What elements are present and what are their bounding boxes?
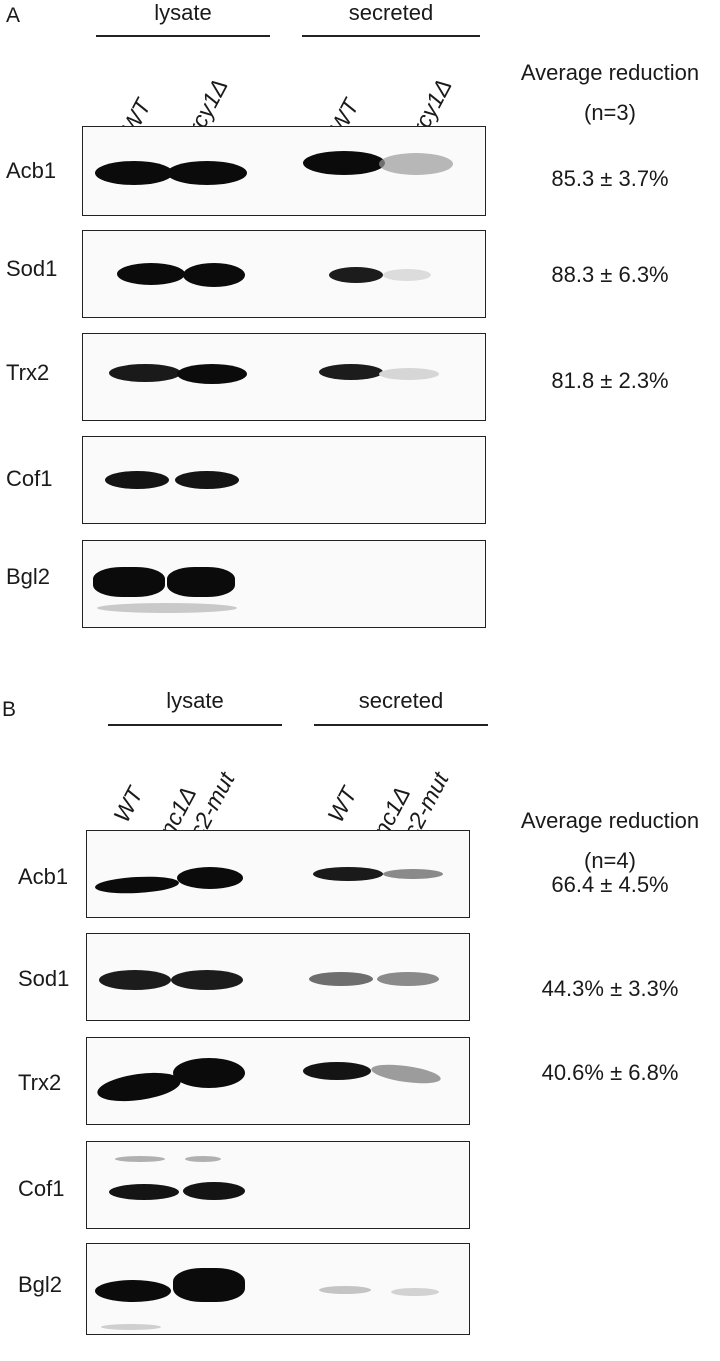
panel-b-lane-3-label: WT bbox=[322, 782, 362, 827]
panel-a-row-acb1-label: Acb1 bbox=[6, 158, 57, 183]
panel-a-blot-sod1 bbox=[82, 230, 486, 318]
panel-a-reduction-header: Average reduction bbox=[520, 60, 700, 85]
panel-b-blot-trx2 bbox=[86, 1037, 470, 1125]
panel-a-blot-bgl2 bbox=[82, 540, 486, 628]
panel-b-row-sod1-label: Sod1 bbox=[18, 966, 70, 991]
panel-b-row-trx2-label: Trx2 bbox=[18, 1070, 62, 1095]
panel-a-reduction-trx2: 81.8 ± 2.3% bbox=[551, 368, 669, 393]
panel-b-reduction-header: Average reduction bbox=[520, 808, 700, 833]
panel-b-row-bgl2-label: Bgl2 bbox=[18, 1272, 63, 1297]
panel-a-row-cof1-label: Cof1 bbox=[6, 466, 53, 491]
panel-a-row-sod1-label: Sod1 bbox=[6, 256, 58, 281]
panel-b-group-secreted: secreted bbox=[358, 688, 444, 713]
panel-a-blot-cof1 bbox=[82, 436, 486, 524]
panel-b-blot-acb1 bbox=[86, 830, 470, 918]
panel-b-group-lysate-line bbox=[108, 724, 282, 726]
panel-b-blot-cof1 bbox=[86, 1141, 470, 1229]
panel-b-row-cof1-label: Cof1 bbox=[18, 1176, 65, 1201]
panel-a-reduction-sod1: 88.3 ± 6.3% bbox=[551, 262, 669, 287]
panel-a-row-trx2-label: Trx2 bbox=[6, 360, 50, 385]
panel-b-reduction-n: (n=4) bbox=[584, 848, 636, 873]
panel-a-row-bgl2-label: Bgl2 bbox=[6, 564, 51, 589]
panel-b-reduction-acb1: 66.4 ± 4.5% bbox=[551, 872, 669, 897]
panel-a-group-secreted-line bbox=[302, 35, 480, 37]
panel-a-blot-acb1 bbox=[82, 126, 486, 216]
panel-b-group-secreted-line bbox=[314, 724, 488, 726]
panel-b-lane-1-label: WT bbox=[108, 782, 148, 827]
panel-b-reduction-sod1: 44.3% ± 3.3% bbox=[541, 976, 679, 1001]
panel-a-letter: A bbox=[6, 4, 21, 27]
panel-b-reduction-trx2: 40.6% ± 6.8% bbox=[541, 1060, 679, 1085]
panel-a-group-lysate: lysate bbox=[154, 0, 212, 25]
panel-a-blot-trx2 bbox=[82, 333, 486, 421]
panel-b-blot-bgl2 bbox=[86, 1243, 470, 1335]
panel-b-row-acb1-label: Acb1 bbox=[18, 864, 69, 889]
panel-a-reduction-acb1: 85.3 ± 3.7% bbox=[551, 166, 669, 191]
panel-b-letter: B bbox=[2, 698, 17, 721]
panel-a-group-lysate-line bbox=[96, 35, 270, 37]
panel-b-group-lysate: lysate bbox=[166, 688, 224, 713]
panel-a-group-secreted: secreted bbox=[348, 0, 434, 25]
panel-b-blot-sod1 bbox=[86, 933, 470, 1021]
panel-a-reduction-n: (n=3) bbox=[584, 100, 636, 125]
